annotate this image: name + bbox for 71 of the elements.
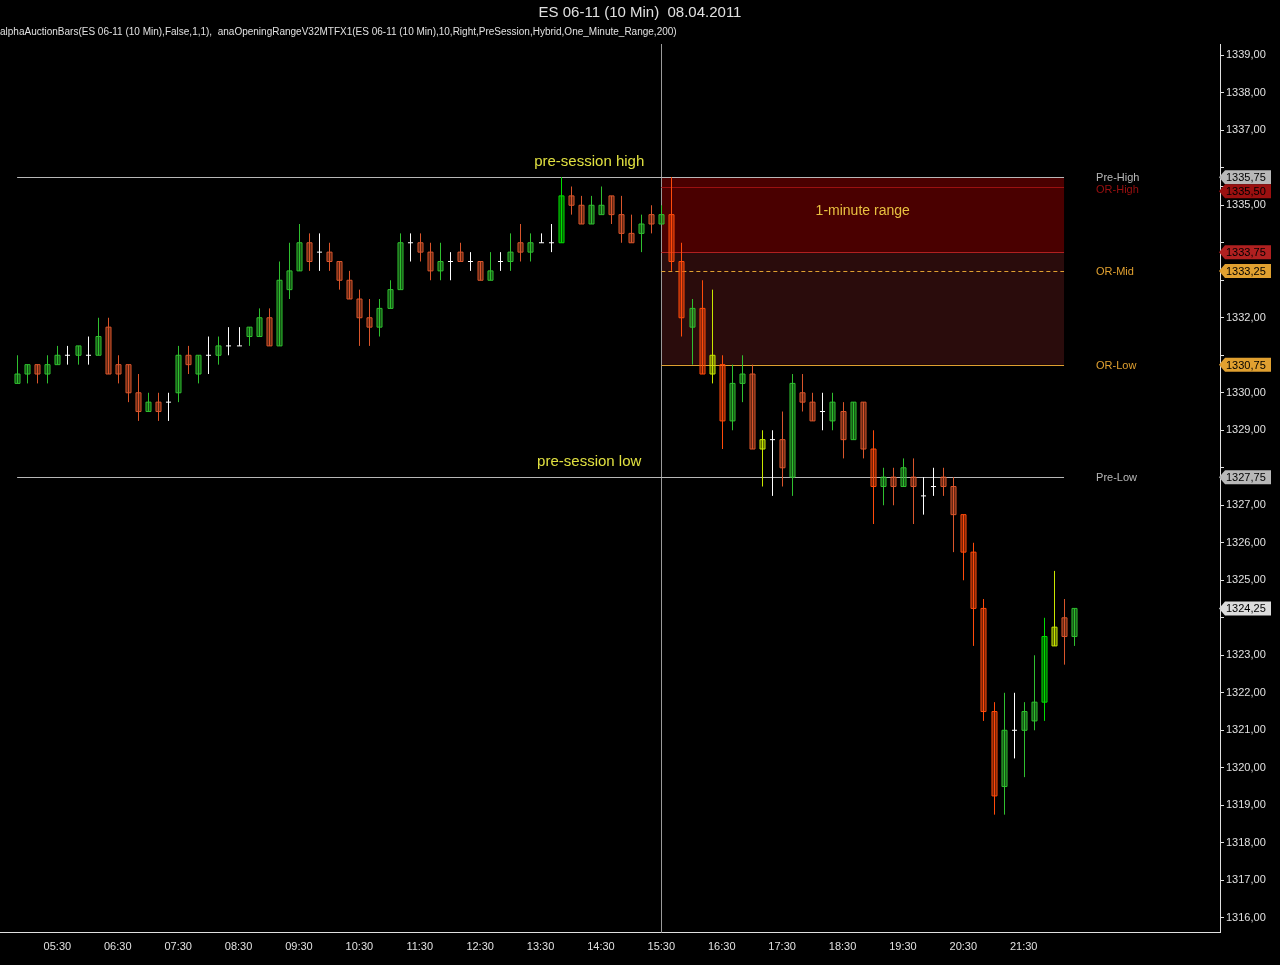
y-tick-label: 1330,75: [1226, 358, 1266, 371]
chart-subtitle: alphaAuctionBars(ES 06-11 (10 Min),False,1,1), anaOpeningRangeV32MTFX1(ES 06-11 (10 Min),10,Right,PreSession,Hybrid,One_Minute_Range,200): [0, 25, 677, 37]
ref-line-label: pre-session high: [534, 152, 645, 170]
x-tick-label: 19:30: [889, 940, 917, 953]
y-tick-label: 1327,75: [1226, 471, 1266, 484]
candlestick: [85, 336, 92, 366]
x-tick-label: 17:30: [768, 940, 796, 953]
x-tick-label: 07:30: [164, 940, 192, 953]
band-label: 1-minute range: [815, 201, 910, 218]
candlestick: [920, 476, 927, 516]
y-tick-label: 1333,25: [1226, 264, 1266, 277]
candlestick: [316, 232, 323, 272]
x-tick-label: 18:30: [828, 940, 857, 953]
candlestick: [930, 467, 937, 497]
x-tick-label: 14:30: [587, 940, 615, 953]
candlestick: [225, 326, 232, 356]
chart-title: ES 06-11 (10 Min) 08.04.2011: [538, 3, 742, 21]
y-tick-label: 1318,00: [1226, 835, 1266, 848]
candlestick: [548, 223, 555, 253]
candlestick: [165, 392, 172, 422]
annotation: Pre-Low: [1096, 470, 1138, 483]
y-tick-label: 1330,00: [1226, 385, 1266, 398]
y-tick-label: 1333,75: [1226, 246, 1266, 259]
annotation: Pre-High: [1096, 170, 1140, 183]
y-tick-label: 1319,00: [1226, 798, 1266, 811]
y-tick-label: 1335,75: [1226, 171, 1266, 184]
y-tick-label: 1316,00: [1226, 910, 1266, 923]
x-tick-label: 16:30: [707, 940, 736, 953]
y-tick-label: 1325,00: [1226, 573, 1266, 586]
candlestick: [1011, 692, 1018, 759]
candlestick: [497, 251, 504, 272]
candlestick: [467, 251, 474, 272]
x-tick-label: 10:30: [345, 940, 374, 953]
x-tick-label: 06:30: [104, 940, 132, 953]
y-tick-label: 1323,00: [1226, 648, 1266, 661]
x-tick-label: 15:30: [647, 940, 676, 953]
ref-line-label: OR-Low: [1096, 358, 1137, 371]
ref-line-label: OR-High: [1096, 182, 1139, 195]
candlestick: [205, 336, 212, 375]
y-tick-label: 1332,00: [1226, 310, 1266, 323]
ref-line-label: pre-session low: [537, 452, 642, 470]
candlestick: [407, 232, 414, 263]
candlestick: [538, 232, 545, 244]
x-tick-label: 11:30: [406, 940, 434, 953]
candlestick: [819, 392, 826, 431]
candlestick: [769, 429, 776, 497]
x-tick-label: 05:30: [43, 940, 72, 953]
y-tick-label: 1321,00: [1226, 723, 1266, 736]
y-tick-label: 1322,00: [1226, 685, 1266, 698]
y-tick-label: 1337,00: [1226, 123, 1266, 136]
y-tick-label: 1338,00: [1226, 85, 1266, 98]
y-tick-label: 1335,00: [1226, 198, 1266, 211]
candlestick: [64, 345, 71, 366]
x-tick-label: 21:30: [1009, 940, 1038, 953]
y-tick-label: 1335,50: [1226, 185, 1266, 198]
candlestick: [477, 261, 484, 281]
y-tick-label: 1329,00: [1226, 423, 1266, 436]
y-tick-label: 1317,00: [1226, 873, 1266, 886]
y-tick-label: 1320,00: [1226, 760, 1266, 773]
y-tick-label: 1324,25: [1226, 602, 1266, 615]
x-tick-label: 09:30: [285, 940, 313, 953]
x-tick-label: 20:30: [949, 940, 978, 953]
y-tick-label: 1327,00: [1226, 498, 1266, 511]
y-tick-label: 1326,00: [1226, 535, 1266, 548]
x-tick-label: 13:30: [526, 940, 555, 953]
candlestick: [236, 326, 243, 347]
y-tick-label: 1339,00: [1226, 48, 1266, 61]
ref-line-label: OR-Mid: [1096, 264, 1134, 277]
candlestick: [447, 251, 454, 281]
x-tick-label: 08:30: [224, 940, 253, 953]
x-tick-label: 12:30: [466, 940, 494, 953]
